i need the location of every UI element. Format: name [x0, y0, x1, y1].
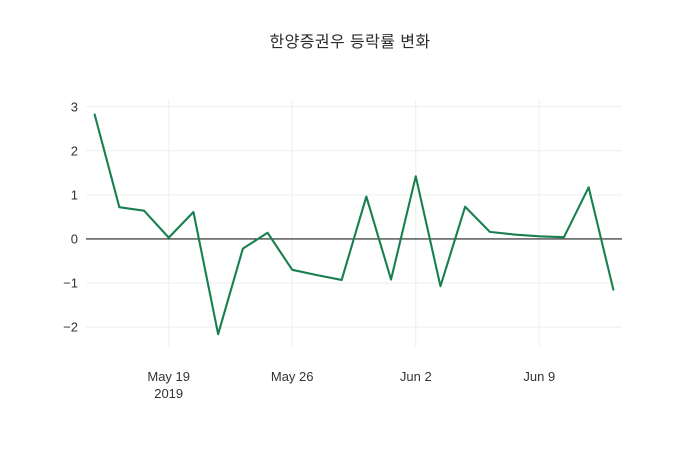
- x-axis-tick-label-primary: May 19: [147, 369, 191, 384]
- y-axis-tick-label: 3: [70, 99, 78, 115]
- plot-area: [86, 100, 622, 347]
- x-axis-tick-labels: May 19 2019 May 26 Jun 2 Jun 9: [86, 352, 622, 412]
- x-axis-tick-label-year: 2019: [154, 386, 184, 401]
- y-axis-tick-label: 1: [70, 187, 78, 203]
- x-axis-tick-label-primary: Jun 9: [523, 369, 556, 384]
- x-axis-tick-label: Jun 9: [523, 368, 555, 385]
- data-series-line: [93, 113, 615, 336]
- x-axis-tick-label: May 19 2019: [147, 368, 190, 402]
- y-axis-tick-labels: 3 2 1 0 −1 −2: [34, 99, 78, 347]
- y-axis-tick-label: 2: [70, 143, 78, 159]
- x-axis-tick-label-primary: Jun 2: [399, 369, 432, 384]
- x-axis-tick-label-primary: May 26: [270, 369, 314, 384]
- horizontal-gridlines: [86, 106, 622, 328]
- y-axis-tick-label: 0: [70, 231, 78, 247]
- y-axis-tick-label: −2: [63, 319, 78, 335]
- x-axis-tick-label: Jun 2: [400, 368, 432, 385]
- page-title: 한양증권우 등락률 변화: [269, 34, 431, 51]
- vertical-gridlines: [168, 100, 540, 347]
- x-axis-tick-label: May 26: [271, 368, 314, 385]
- y-axis-tick-label: −1: [63, 275, 78, 291]
- line-chart-svg: [86, 100, 622, 347]
